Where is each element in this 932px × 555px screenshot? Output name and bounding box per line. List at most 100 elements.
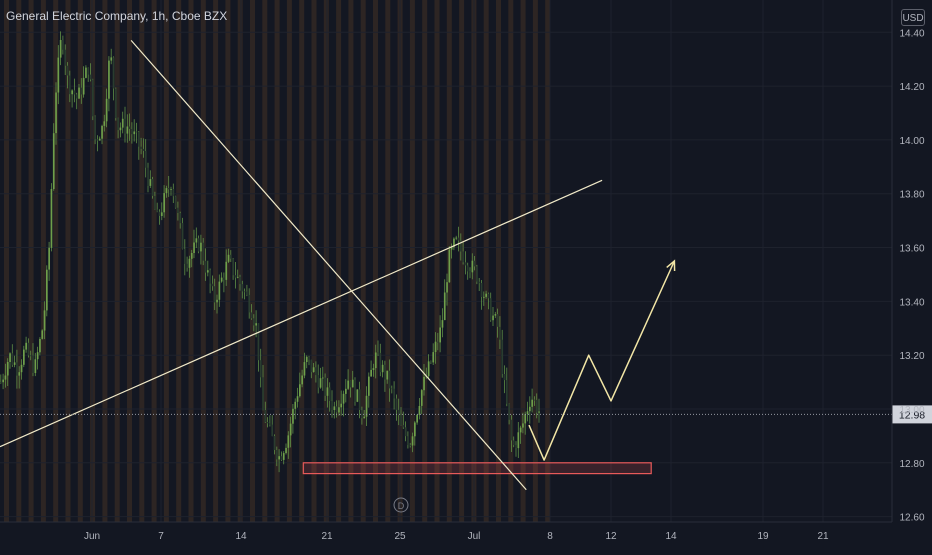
candle bbox=[257, 323, 260, 361]
time-tick-label: 21 bbox=[817, 531, 829, 542]
candle bbox=[71, 90, 73, 95]
candle bbox=[9, 353, 11, 362]
session-stripe bbox=[151, 0, 157, 522]
session-stripe bbox=[4, 0, 9, 522]
candle bbox=[108, 60, 110, 99]
session-stripe bbox=[40, 0, 46, 522]
candle bbox=[98, 138, 101, 141]
session-stripe bbox=[348, 0, 354, 522]
candle bbox=[232, 258, 234, 276]
session-stripe bbox=[311, 0, 317, 522]
session-stripe bbox=[336, 0, 342, 522]
candle bbox=[140, 146, 142, 149]
candle bbox=[165, 188, 168, 194]
candle bbox=[280, 456, 283, 460]
candle bbox=[278, 456, 280, 460]
candle bbox=[4, 375, 7, 380]
candle bbox=[460, 240, 462, 252]
candle bbox=[89, 74, 92, 80]
candle bbox=[517, 432, 520, 449]
candle bbox=[322, 377, 324, 379]
candle bbox=[285, 447, 287, 454]
candle bbox=[303, 362, 306, 376]
price-tick-label: 14.00 bbox=[899, 136, 924, 147]
candle bbox=[186, 263, 188, 268]
candle bbox=[41, 330, 44, 339]
session-stripe bbox=[496, 0, 501, 522]
candle bbox=[368, 376, 370, 396]
candle bbox=[66, 65, 69, 76]
candle bbox=[115, 88, 117, 119]
session-stripe bbox=[262, 0, 268, 522]
candle bbox=[147, 167, 149, 186]
candle bbox=[434, 341, 437, 352]
candle bbox=[167, 188, 170, 190]
price-tick-label: 13.40 bbox=[899, 297, 924, 308]
candle bbox=[455, 237, 458, 239]
candle bbox=[239, 276, 241, 285]
price-tick-label: 13.20 bbox=[899, 351, 924, 362]
candles bbox=[0, 31, 540, 473]
candle bbox=[27, 342, 30, 356]
candle bbox=[59, 40, 62, 58]
session-stripe bbox=[520, 0, 526, 522]
candle bbox=[2, 379, 4, 383]
candle bbox=[400, 415, 402, 425]
candle bbox=[512, 440, 515, 446]
candle bbox=[374, 352, 377, 369]
session-stripe bbox=[545, 0, 551, 522]
session-stripe bbox=[360, 0, 366, 522]
candle bbox=[469, 271, 471, 273]
candle bbox=[110, 57, 113, 61]
candle bbox=[381, 364, 384, 373]
candle bbox=[519, 427, 522, 433]
session-stripe bbox=[373, 0, 378, 522]
candle bbox=[349, 380, 352, 388]
session-stripe bbox=[422, 0, 428, 522]
candle bbox=[158, 211, 161, 216]
candle bbox=[485, 293, 487, 297]
candle bbox=[333, 406, 336, 410]
candle bbox=[535, 399, 538, 413]
current-price-label: 12.98 bbox=[899, 409, 925, 421]
candle bbox=[345, 388, 347, 394]
candle bbox=[453, 238, 455, 248]
candle bbox=[117, 118, 119, 131]
drawings bbox=[0, 39, 676, 491]
candle bbox=[443, 292, 446, 321]
candle bbox=[326, 387, 329, 396]
candle bbox=[243, 291, 246, 293]
candle bbox=[391, 388, 393, 390]
candle bbox=[241, 284, 244, 292]
candle bbox=[273, 436, 276, 450]
candle bbox=[181, 223, 184, 249]
time-axis[interactable]: Jun 7 14 21 25 Jul 8 12 14 19 21 bbox=[0, 521, 892, 542]
candle bbox=[250, 312, 253, 319]
candle bbox=[351, 379, 354, 388]
candle bbox=[416, 415, 418, 423]
dividend-marker[interactable]: D bbox=[393, 497, 409, 513]
candle bbox=[96, 139, 99, 141]
candle bbox=[69, 75, 71, 95]
candle bbox=[361, 410, 363, 419]
projection-path bbox=[528, 260, 676, 461]
candle bbox=[471, 260, 474, 273]
candle bbox=[223, 277, 225, 280]
session-stripe bbox=[250, 0, 255, 522]
time-tick-label: 7 bbox=[158, 531, 164, 542]
candle bbox=[499, 326, 501, 340]
currency-button[interactable]: USD bbox=[901, 9, 925, 26]
candle bbox=[370, 369, 372, 377]
candle bbox=[377, 352, 379, 354]
session-stripe bbox=[213, 0, 219, 522]
candle bbox=[388, 370, 391, 389]
candle bbox=[75, 94, 78, 99]
time-tick-label: 8 bbox=[547, 531, 553, 542]
candle bbox=[531, 399, 533, 407]
time-tick-label: 12 bbox=[605, 531, 617, 542]
candle bbox=[529, 406, 531, 412]
candle bbox=[36, 352, 39, 360]
price-axis[interactable]: 12.60 12.80 13.00 13.20 13.40 13.60 13.80 14.00… bbox=[891, 0, 925, 524]
